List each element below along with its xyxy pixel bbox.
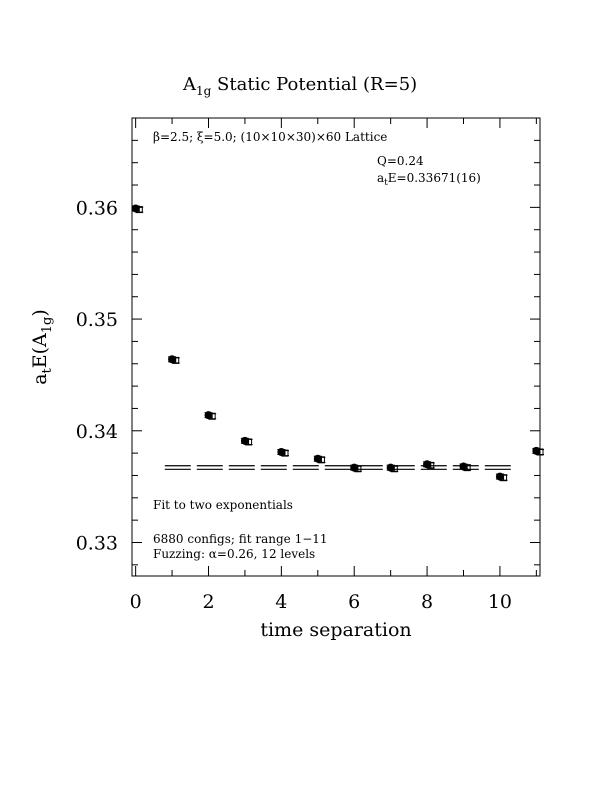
x-tick-label: 0	[130, 591, 142, 613]
data-point-square	[354, 465, 362, 473]
fuzzing-annotation: Fuzzing: α=0.26, 12 levels	[153, 547, 315, 561]
data-point-square	[390, 465, 398, 473]
x-axis-label: time separation	[260, 619, 411, 641]
data-point-circle	[350, 463, 359, 472]
data-point-circle	[386, 463, 395, 472]
q-annotation: Q=0.24	[377, 154, 424, 168]
data-point-square	[135, 206, 143, 214]
y-axis-label: atE(A1g)	[29, 309, 55, 385]
y-tick-label: 0.35	[76, 309, 118, 331]
data-point-square	[245, 438, 253, 446]
y-tick-label: 0.36	[76, 197, 118, 219]
y-tick-label: 0.33	[76, 532, 118, 554]
x-tick-label: 6	[348, 591, 360, 613]
energy-annotation: atE=0.33671(16)	[377, 171, 481, 188]
data-point-circle	[277, 448, 286, 457]
data-points	[131, 204, 544, 482]
x-tick-label: 8	[421, 591, 433, 613]
data-point-circle	[459, 462, 468, 471]
x-tick-label: 4	[275, 591, 287, 613]
data-point-circle	[532, 446, 541, 455]
x-tick-labels: 0 2 4 6 8 10	[130, 591, 512, 613]
x-tick-label: 2	[202, 591, 214, 613]
data-point-square	[281, 449, 289, 457]
data-point-circle	[204, 411, 213, 420]
data-point-circle	[240, 436, 249, 445]
data-point-square	[208, 412, 216, 420]
fit-lines	[164, 465, 515, 470]
data-point-circle	[168, 355, 177, 364]
axis-ticks	[132, 117, 540, 576]
configs-annotation: 6880 configs; fit range 1−11	[153, 532, 328, 546]
data-point-circle	[423, 460, 432, 469]
lattice-annotation: β=2.5; ξ=5.0; (10×10×30)×60 Lattice	[153, 130, 387, 144]
x-tick-label: 10	[488, 591, 512, 613]
data-point-square	[172, 356, 180, 364]
plot-frame	[131, 117, 541, 577]
y-tick-labels: 0.33 0.34 0.35 0.36	[76, 197, 118, 554]
y-tick-label: 0.34	[76, 421, 118, 443]
chart-title: A1g Static Potential (R=5)	[182, 74, 417, 98]
data-point-circle	[313, 454, 322, 463]
data-point-square	[427, 461, 435, 469]
data-point-square	[317, 456, 325, 464]
data-point-square	[500, 474, 508, 482]
data-point-circle	[131, 204, 140, 213]
data-point-circle	[495, 472, 504, 481]
fit-annotation: Fit to two exponentials	[153, 498, 293, 512]
data-point-square	[463, 464, 471, 472]
data-point-square	[536, 448, 544, 456]
